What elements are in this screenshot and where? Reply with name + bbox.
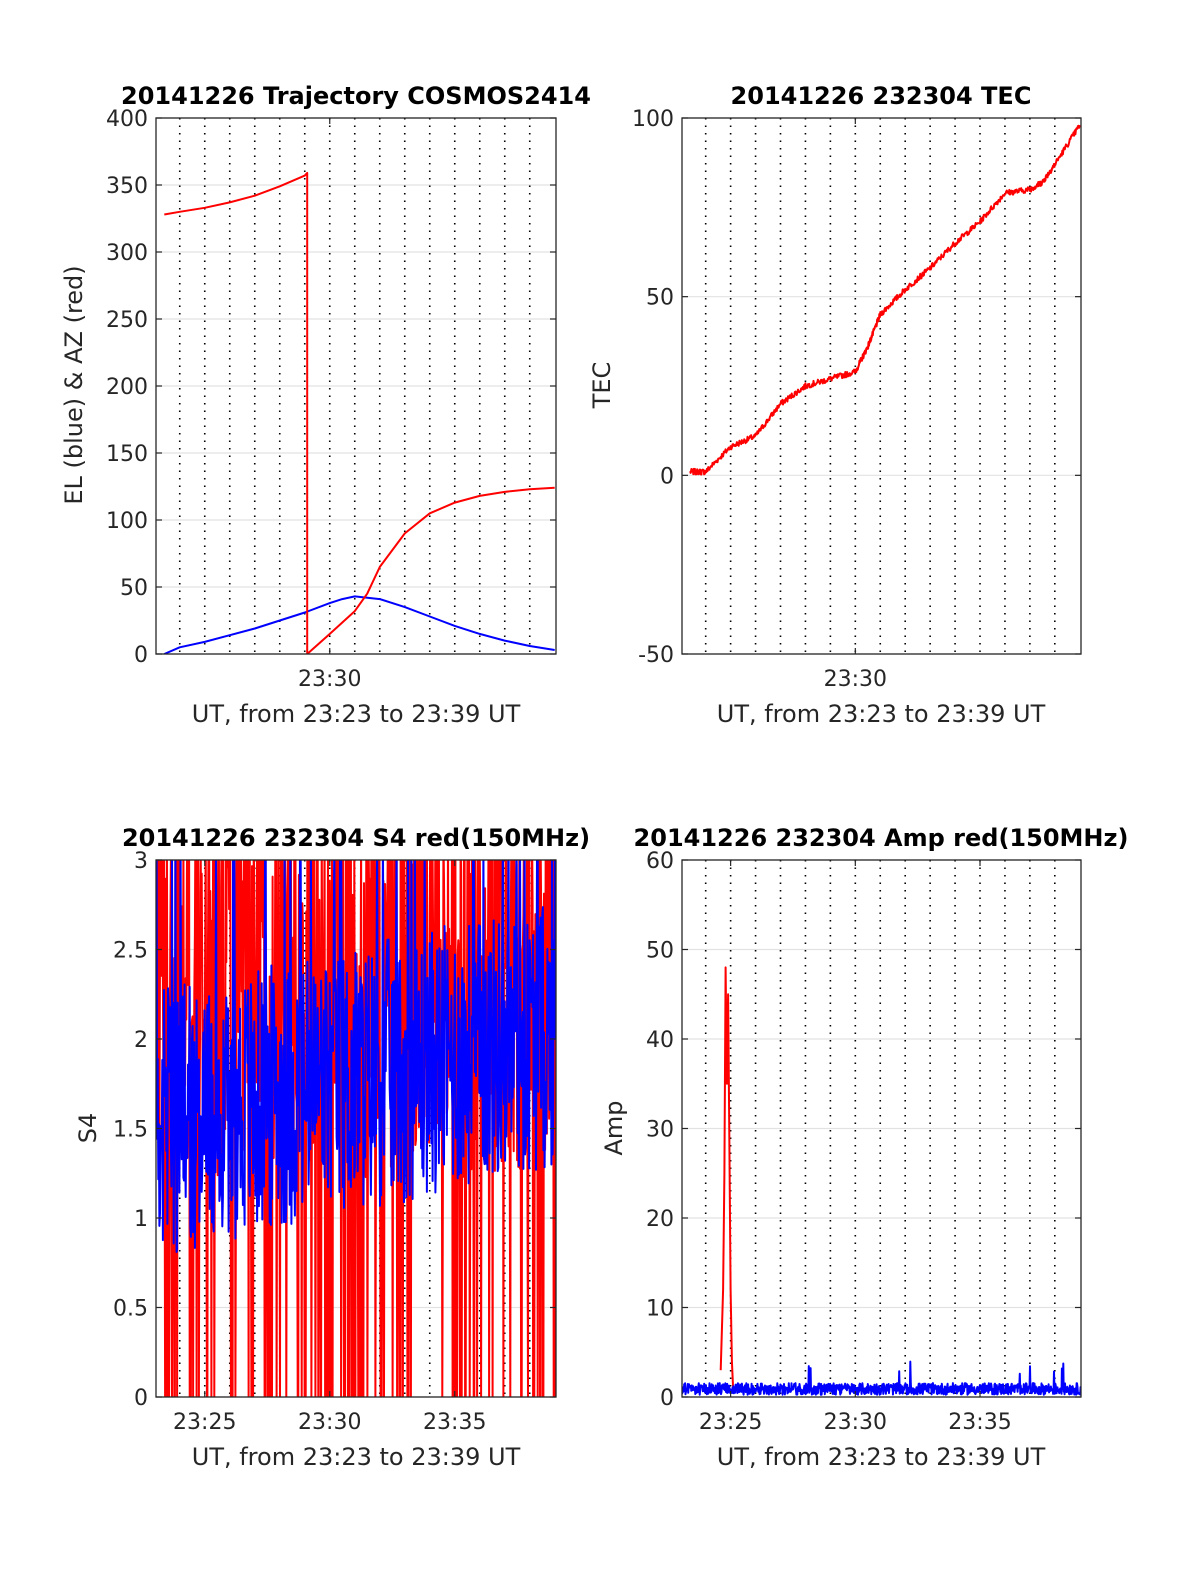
y-tick-label: 0.5 (113, 1297, 148, 1322)
y-tick-label: 60 (646, 849, 674, 874)
y-tick-label: 20 (646, 1207, 674, 1232)
s4-title: 20141226 232304 S4 red(150MHz) (122, 824, 590, 852)
y-tick-label: 40 (646, 1028, 674, 1053)
amp-title: 20141226 232304 Amp red(150MHz) (634, 824, 1129, 852)
amp-panel: 0 10 20 30 40 50 60 23:25 23:30 23:35 20141226 23… (600, 824, 1128, 1471)
x-tick-label: 23:30 (824, 1410, 887, 1435)
y-tick-label: 100 (106, 509, 148, 534)
tec-title: 20141226 232304 TEC (731, 82, 1032, 110)
y-tick-label: 3 (134, 849, 148, 874)
x-tick-label: 23:35 (423, 1410, 486, 1435)
y-tick-label: 50 (646, 939, 674, 964)
y-tick-label: 0 (660, 1386, 674, 1411)
y-tick-label: -50 (638, 643, 674, 668)
y-tick-label: 50 (120, 576, 148, 601)
y-tick-label: 0 (660, 464, 674, 489)
trajectory-panel: 20141226 Trajectory COSMOS2414 0 50 100 150… (60, 82, 591, 728)
amp-ylabel: Amp (600, 1100, 628, 1155)
y-tick-label: 2 (134, 1028, 148, 1053)
x-tick-label: 23:30 (298, 1410, 361, 1435)
x-tick-label: 23:35 (948, 1410, 1011, 1435)
x-tick-label: 23:25 (173, 1410, 236, 1435)
y-tick-label: 400 (106, 107, 148, 132)
trajectory-ylabel: EL (blue) & AZ (red) (60, 265, 88, 504)
y-tick-label: 0 (134, 1386, 148, 1411)
y-tick-label: 200 (106, 375, 148, 400)
x-tick-label: 23:25 (699, 1410, 762, 1435)
y-tick-label: 10 (646, 1297, 674, 1322)
axes-box (681, 117, 1082, 655)
x-tick-label: 23:30 (298, 667, 361, 692)
series-line-0 (689, 124, 1081, 476)
y-tick-label: 2.5 (113, 939, 148, 964)
trajectory-xlabel: UT, from 23:23 to 23:39 UT (192, 700, 521, 728)
trajectory-title: 20141226 Trajectory COSMOS2414 (121, 82, 591, 110)
series-line-1 (682, 1360, 1081, 1396)
s4-xlabel: UT, from 23:23 to 23:39 UT (192, 1443, 521, 1471)
y-tick-label: 150 (106, 442, 148, 467)
x-tick-label: 23:30 (824, 667, 887, 692)
tec-ylabel: TEC (588, 362, 616, 410)
y-tick-label: 1.5 (113, 1118, 148, 1143)
amp-xlabel: UT, from 23:23 to 23:39 UT (717, 1443, 1046, 1471)
y-tick-label: 30 (646, 1118, 674, 1143)
y-tick-label: 0 (134, 643, 148, 668)
tec-xlabel: UT, from 23:23 to 23:39 UT (717, 700, 1046, 728)
y-tick-label: 300 (106, 241, 148, 266)
y-tick-label: 50 (646, 286, 674, 311)
series-line-1 (164, 171, 555, 654)
y-tick-label: 350 (106, 174, 148, 199)
series-line-0 (163, 595, 555, 654)
series-line-1 (156, 860, 556, 1253)
y-tick-label: 100 (632, 107, 674, 132)
tec-panel: 20141226 232304 TEC -50 0 50 100 23:30 UT, f… (588, 82, 1082, 728)
series-line-0 (719, 966, 735, 1389)
s4-ylabel: S4 (74, 1113, 102, 1144)
y-tick-label: 250 (106, 308, 148, 333)
y-tick-label: 1 (134, 1207, 148, 1232)
s4-panel: 0 0.5 1 1.5 2 2.5 3 23:25 23:30 23:35 20141226 23… (74, 824, 590, 1471)
